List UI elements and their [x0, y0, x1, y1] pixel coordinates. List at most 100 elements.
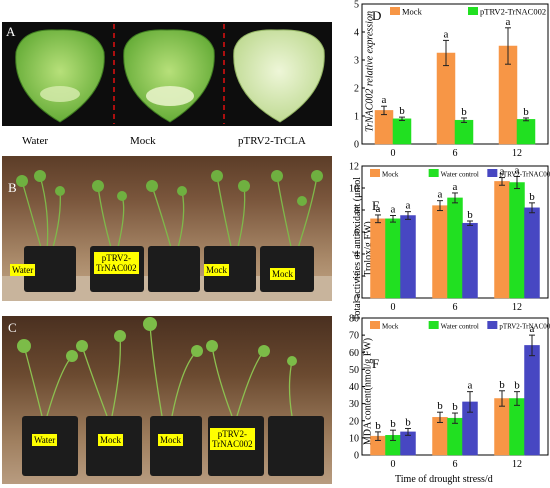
chart-e-xtick-label: 6: [453, 302, 458, 313]
chart-e-sig-letter: a: [515, 164, 520, 176]
chart-e-bar: [462, 222, 478, 299]
panel-b-letter: B: [8, 180, 17, 195]
panel-b-photo: B Water pTRV2- TrNAC002 Mock Mock: [2, 156, 332, 301]
chart-f-ytick-label: 10: [349, 433, 359, 444]
chart-f-legend-swatch: [428, 321, 439, 329]
chart-f-ytick-label: 30: [349, 399, 359, 410]
chart-f-sig-letter: b: [405, 416, 411, 428]
chart-f-sig-letter: b: [499, 379, 505, 391]
chart-e-sig-letter: a: [438, 189, 443, 201]
chart-e-legend-swatch: [428, 169, 439, 177]
label-water: Water: [22, 135, 48, 147]
chart-f-xtick-label: 0: [391, 459, 396, 470]
leaf-water: [15, 29, 105, 123]
chart-d-frame: [361, 3, 549, 145]
chart-f-bar: [494, 398, 510, 456]
chart-d-sig-letter: a: [444, 28, 449, 40]
chart-d-xtick-label: 12: [512, 148, 522, 159]
chart-d-sig-letter: b: [461, 106, 467, 118]
chart-d-ytick-label: 2: [354, 84, 359, 95]
chart-f-ytick-label: 50: [349, 365, 359, 376]
chart-d-bar: [516, 119, 536, 145]
chart-f-legend-label: Water control: [441, 323, 479, 331]
chart-d-sig-letter: a: [506, 16, 511, 28]
chart-e-bar: [509, 182, 525, 299]
chart-f-ytick-label: 60: [349, 348, 359, 359]
chart-f-bar: [432, 417, 448, 456]
pot-label: Water: [32, 434, 58, 446]
chart-e-legend-label: pTRV2-TrNAC002: [499, 171, 550, 179]
chart-f-sig-letter: b: [375, 420, 381, 432]
chart-f-legend-label: pTRV2-TrNAC002: [499, 323, 550, 331]
chart-f-legend-label: Mock: [382, 323, 399, 331]
chart-d-bar: [454, 119, 474, 145]
chart-f-sig-letter: a: [468, 380, 473, 392]
chart-f-sig-letter: a: [530, 323, 535, 335]
chart-d-bar: [498, 45, 518, 145]
leaves-illustration: [15, 24, 325, 124]
chart-e-legend-label: Water control: [441, 171, 479, 179]
chart-d-bar: [374, 110, 394, 145]
panel-c-photo: C Water Mock Mock pTRV2- TrNAC002: [2, 316, 332, 484]
chart-f-bar: [447, 417, 463, 456]
chart-f-bar: [524, 345, 540, 456]
d-ylabel: TrNAC002 relative expression: [364, 11, 376, 132]
chart-d-legend-swatch: [468, 7, 478, 15]
panel-c-letter: C: [8, 320, 17, 335]
chart-f-bar: [462, 401, 478, 456]
chart-f-xtick-label: 12: [512, 459, 522, 470]
chart-f-ytick-label: 0: [354, 451, 359, 462]
f-ylabel: MDA content(nmol/g FW): [362, 337, 374, 446]
label-ptrv2-trcla: pTRV2-TrCLA: [238, 135, 306, 147]
chart-d-ytick-label: 4: [354, 28, 359, 39]
chart-d-bar: [392, 118, 412, 145]
chart-d-sig-letter: b: [399, 105, 405, 117]
chart-e-bar: [524, 207, 540, 299]
chart-f-frame: [361, 317, 549, 456]
chart-f-sig-letter: b: [452, 401, 458, 413]
chart-e-legend-label: Mock: [382, 171, 399, 179]
chart-d-ytick-label: 1: [354, 112, 359, 123]
chart-e-legend-swatch: [487, 169, 498, 177]
pot-label: Mock: [204, 264, 229, 276]
chart-f-bar: [509, 398, 525, 456]
pot-label: Water: [10, 264, 36, 276]
x-axis-label: Time of drought stress/d: [395, 474, 493, 485]
chart-f-ytick-label: 70: [349, 331, 359, 342]
chart-e-sig-letter: b: [529, 191, 535, 203]
chart-f-sig-letter: b: [437, 400, 443, 412]
chart-d-ytick-label: 0: [354, 140, 359, 151]
chart-f-ytick-label: 40: [349, 382, 359, 393]
chart-d-bar: [436, 52, 456, 145]
chart-f-sig-letter: b: [514, 380, 520, 392]
chart-e-sig-letter: b: [467, 209, 473, 221]
chart-d-legend-label: pTRV2-TrNAC002: [480, 7, 546, 17]
pot-label: Mock: [158, 434, 183, 446]
pot-label: Mock: [98, 434, 123, 446]
e-ylabel: Total activities of antioxidant (μmol Tr…: [352, 176, 374, 322]
chart-e-bar: [400, 215, 416, 299]
chart-d-sig-letter: a: [382, 94, 387, 106]
chart-e-ytick-label: 12: [349, 162, 359, 173]
chart-f-bar: [400, 431, 416, 456]
chart-d-ytick-label: 5: [354, 0, 359, 11]
leaf-mock: [123, 29, 215, 123]
pot-label: Mock: [270, 268, 295, 280]
chart-f-ytick-label: 20: [349, 416, 359, 427]
chart-e-bar: [447, 197, 463, 299]
chart-f-bar: [385, 435, 401, 456]
chart-e-sig-letter: a: [391, 204, 396, 216]
label-mock: Mock: [130, 135, 156, 147]
chart-e-xtick-label: 0: [391, 302, 396, 313]
chart-f-sig-letter: b: [390, 418, 396, 430]
chart-e-bar: [432, 205, 448, 299]
panel-a-letter: A: [6, 24, 16, 39]
chart-d-sig-letter: b: [523, 106, 529, 118]
chart-e-xtick-label: 12: [512, 302, 522, 313]
chart-d-xtick-label: 6: [453, 148, 458, 159]
chart-e-frame: [361, 165, 549, 299]
panel-a-photo: A: [2, 22, 332, 126]
chart-e-bar: [385, 218, 401, 299]
chart-e-sig-letter: a: [453, 181, 458, 193]
chart-f-xtick-label: 6: [453, 459, 458, 470]
